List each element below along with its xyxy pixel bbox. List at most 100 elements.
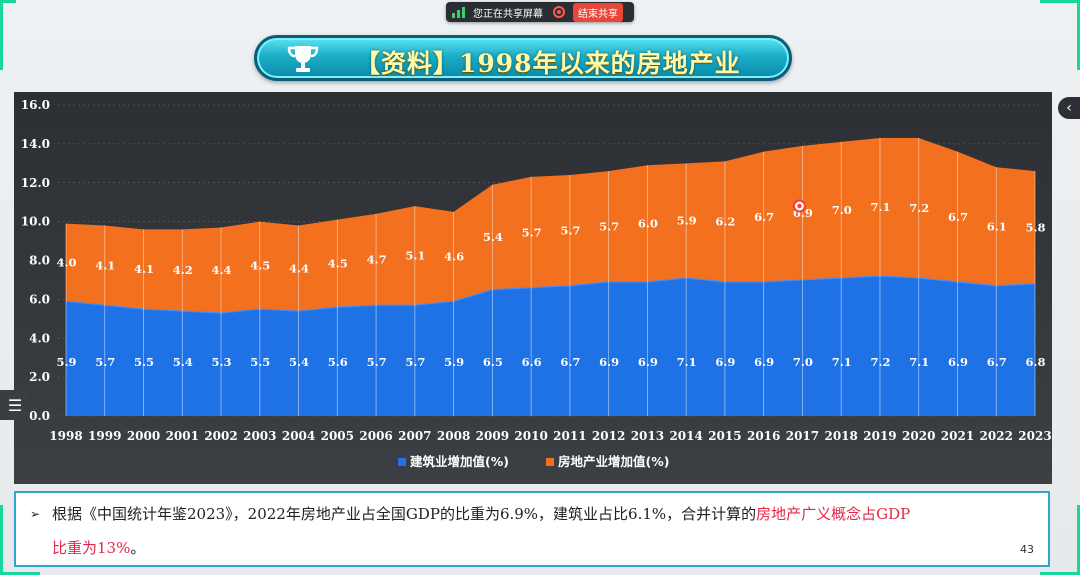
data-label-real-estate: 4.4 [289,261,309,275]
frame-left-top [0,0,3,70]
frame-right-top [1077,0,1080,70]
data-label-construction: 7.1 [832,355,852,369]
note-box: ➢ 根据《中国统计年鉴2023》，2022年房地产业占全国GDP的比重为6.9%… [14,491,1050,567]
note-tail: 。 [130,539,146,557]
x-tick-label: 2014 [669,429,702,443]
data-label-real-estate: 6.2 [715,215,735,229]
x-tick-label: 2010 [514,429,547,443]
frame-top-right [1040,0,1080,3]
frame-right-bottom [1077,505,1080,575]
frame-left-bottom [0,505,3,575]
y-tick-label: 10.0 [21,215,50,229]
x-tick-label: 2009 [476,429,509,443]
y-tick-label: 4.0 [29,331,50,345]
note-highlight-1: 房地产广义概念占GDP [756,505,911,523]
y-tick-label: 8.0 [29,254,50,268]
data-label-real-estate: 4.5 [328,256,348,270]
note-highlight-2: 比重为13% [52,539,131,557]
data-label-construction: 6.9 [599,355,619,369]
x-tick-label: 2021 [941,429,974,443]
data-label-construction: 6.8 [1025,355,1045,369]
x-tick-label: 1998 [49,429,82,443]
x-tick-label: 2016 [747,429,780,443]
y-tick-label: 6.0 [29,292,50,306]
data-label-real-estate: 4.6 [444,250,464,264]
data-label-construction: 6.9 [638,355,658,369]
signal-icon [452,6,465,18]
y-tick-label: 0.0 [29,409,50,423]
data-label-construction: 5.4 [173,355,193,369]
data-label-construction: 6.7 [560,355,580,369]
collapse-panel-button[interactable]: ‹ [1058,97,1080,119]
data-label-real-estate: 7.1 [870,200,890,214]
legend-swatch-construction [398,458,406,466]
data-label-real-estate: 6.7 [754,210,774,224]
y-tick-label: 14.0 [21,137,50,151]
data-label-construction: 7.2 [870,355,890,369]
data-label-real-estate: 4.5 [250,258,270,272]
data-label-construction: 6.6 [522,355,542,369]
data-label-construction: 6.9 [715,355,735,369]
x-tick-label: 2023 [1018,429,1051,443]
data-label-construction: 6.5 [483,355,503,369]
data-label-real-estate: 4.4 [212,263,232,277]
data-label-construction: 5.5 [134,355,154,369]
x-tick-label: 2012 [592,429,625,443]
trophy-icon [287,46,319,72]
x-tick-label: 2018 [824,429,857,443]
legend-swatch-real-estate [546,458,554,466]
record-icon[interactable] [553,6,565,18]
pointer-marker-dot [797,203,802,209]
data-label-construction: 6.9 [948,355,968,369]
note-text: 根据《中国统计年鉴2023》，2022年房地产业占全国GDP的比重为6.9%，建… [52,505,757,523]
menu-toggle-button[interactable]: ☰ [0,390,30,420]
data-label-real-estate: 4.7 [367,253,387,267]
data-label-construction: 7.0 [793,355,813,369]
data-label-real-estate: 4.1 [134,262,154,276]
page-number: 43 [1020,543,1034,556]
data-label-real-estate: 5.7 [522,225,542,239]
series-boundary-line [65,275,1036,314]
data-label-real-estate: 7.2 [909,201,929,215]
x-tick-label: 2020 [902,429,935,443]
data-label-real-estate: 4.1 [95,258,115,272]
data-label-construction: 5.6 [328,355,348,369]
data-label-real-estate: 5.4 [483,230,503,244]
data-label-real-estate: 5.7 [560,223,580,237]
data-label-construction: 5.9 [444,355,464,369]
data-label-real-estate: 5.8 [1025,220,1045,234]
data-label-real-estate: 5.7 [599,219,619,233]
page-title: 【资料】1998年以来的房地产业 [355,49,741,78]
data-label-real-estate: 6.7 [948,210,968,224]
x-tick-label: 2011 [553,429,586,443]
x-tick-label: 2001 [166,429,199,443]
x-tick-label: 2006 [359,429,392,443]
x-tick-label: 1999 [88,429,121,443]
data-label-construction: 5.5 [250,355,270,369]
data-label-construction: 5.7 [405,355,425,369]
data-label-real-estate: 7.0 [832,203,852,217]
data-label-construction: 5.3 [212,355,232,369]
data-label-real-estate: 5.1 [405,249,425,263]
menu-icon: ☰ [7,395,23,415]
share-status-text: 您正在共享屏幕 [473,8,543,20]
data-label-real-estate: 5.9 [677,214,697,228]
series-area-construction [66,276,1035,416]
frame-bottom-left [0,572,40,575]
x-tick-label: 2003 [243,429,276,443]
frame-bottom-right [1040,572,1080,575]
y-tick-label: 16.0 [21,98,50,112]
bullet-arrow-icon: ➢ [30,507,41,521]
screen-share-bar: 您正在共享屏幕 结束共享 [446,2,634,22]
x-tick-label: 2005 [321,429,354,443]
data-label-construction: 7.1 [677,355,697,369]
data-label-construction: 5.4 [289,355,309,369]
x-tick-label: 2008 [437,429,470,443]
data-label-real-estate: 6.0 [638,217,658,231]
note-line-2: 比重为13%。 [52,537,145,558]
data-label-construction: 7.1 [909,355,929,369]
note-line-1: 根据《中国统计年鉴2023》，2022年房地产业占全国GDP的比重为6.9%，建… [52,503,910,524]
stop-share-button[interactable]: 结束共享 [573,2,623,22]
data-label-construction: 5.7 [95,355,115,369]
y-tick-label: 12.0 [21,176,50,190]
